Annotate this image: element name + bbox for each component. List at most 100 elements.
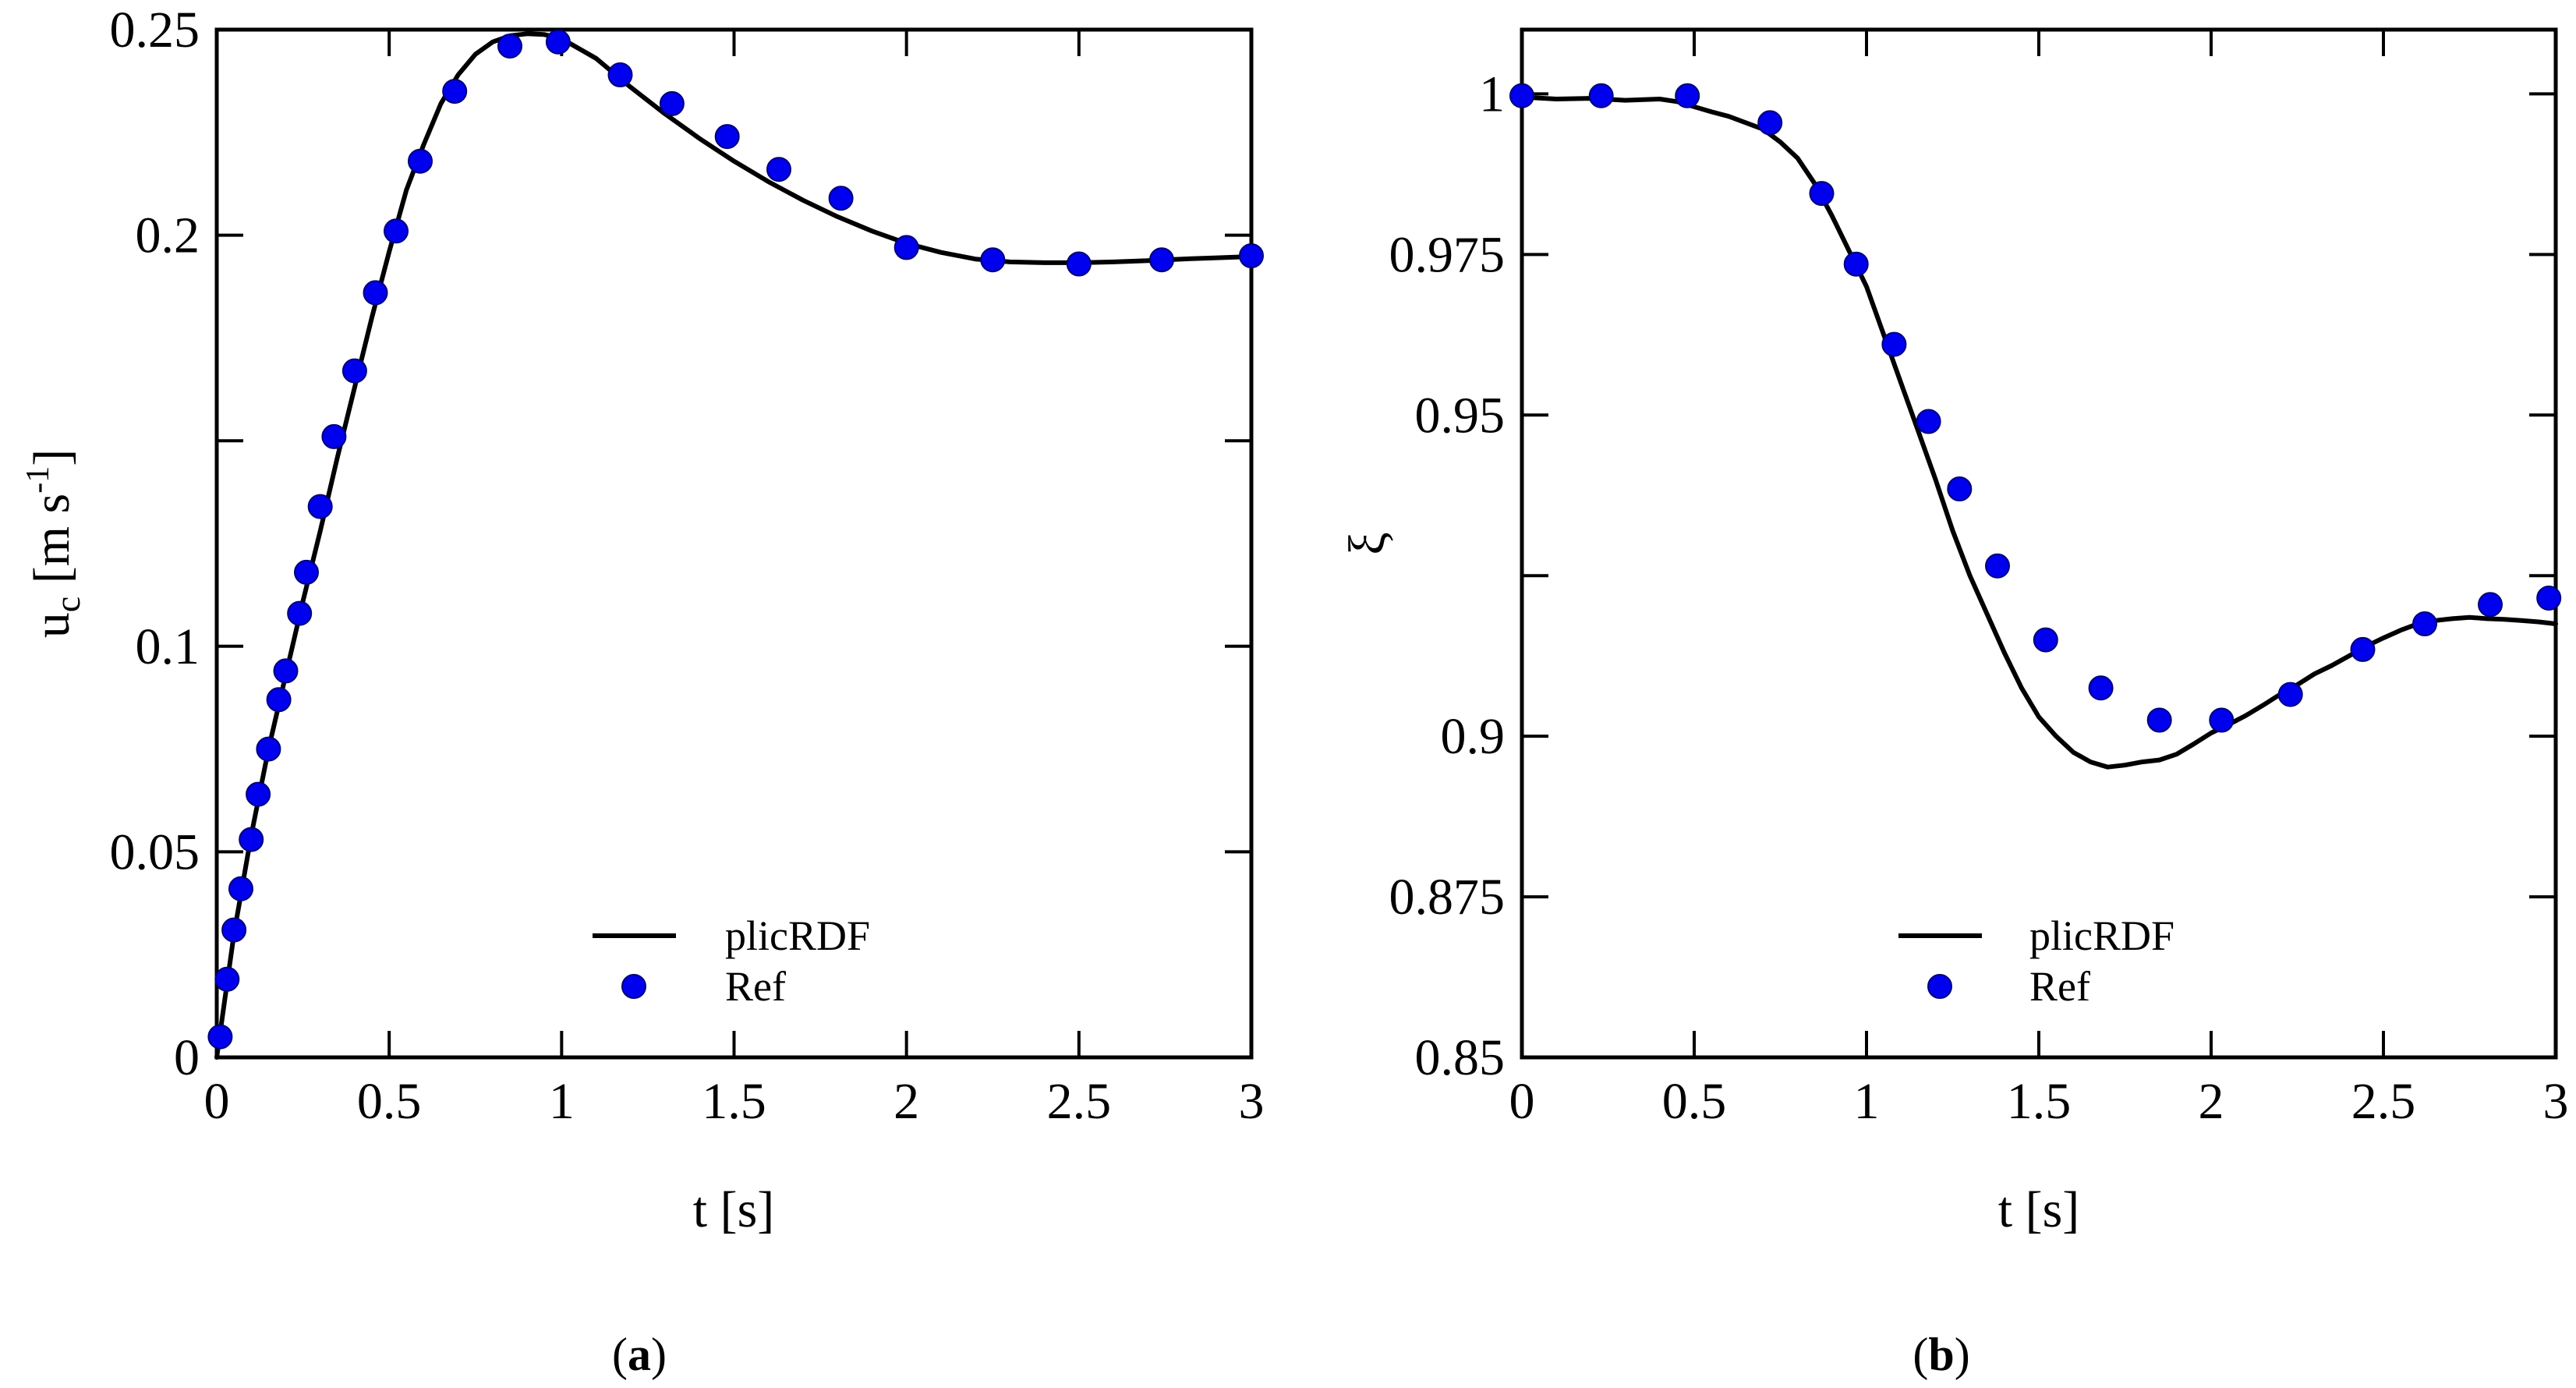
x-tick-label: 3 xyxy=(2543,1073,2569,1130)
data-point-ref xyxy=(2146,707,2172,733)
data-point-ref xyxy=(607,62,633,87)
data-point-ref xyxy=(341,358,367,384)
data-point-ref xyxy=(294,559,319,585)
panel-a-chart: 0 0.5 1 1.5 2 2.5 300.050.10.20.25 uc [m s-1] … xyxy=(20,2,1265,1380)
data-point-ref xyxy=(828,186,854,211)
y-tick-label: 0.875 xyxy=(1389,869,1506,926)
data-point-ref xyxy=(363,280,388,306)
x-tick-label: 2 xyxy=(893,1073,919,1130)
x-tick-label: 2 xyxy=(2199,1073,2224,1130)
x-tick-label: 0 xyxy=(204,1073,230,1130)
data-point-ref xyxy=(1881,331,1907,357)
data-point-ref xyxy=(2088,675,2114,701)
x-axis-label: t [s] xyxy=(1998,1181,2079,1238)
caption-open: ( xyxy=(1913,1329,1928,1380)
data-point-ref xyxy=(1916,409,1941,434)
data-point-ref xyxy=(266,687,292,713)
caption-open: ( xyxy=(612,1329,628,1380)
x-tick-label: 0 xyxy=(1509,1073,1535,1130)
legend-marker-swatch xyxy=(1927,974,1952,999)
data-point-ref xyxy=(2350,636,2376,662)
y-tick-label: 0.1 xyxy=(136,618,200,675)
y-tick-label: 0.85 xyxy=(1415,1029,1506,1086)
x-tick-label: 0.5 xyxy=(357,1073,422,1130)
data-point-ref xyxy=(1675,83,1700,108)
legend-label-ref: Ref xyxy=(2029,963,2090,1010)
data-point-ref xyxy=(545,29,571,55)
x-axis-label: t [s] xyxy=(693,1181,774,1238)
data-point-ref xyxy=(2478,592,2503,618)
legend-label-ref: Ref xyxy=(725,963,786,1010)
data-point-ref xyxy=(893,235,919,260)
data-point-ref xyxy=(246,781,271,807)
panel-caption: (a) xyxy=(612,1329,667,1380)
data-series xyxy=(207,29,1264,1060)
panel-caption: (b) xyxy=(1913,1329,1969,1380)
data-point-ref xyxy=(408,148,433,174)
data-point-ref xyxy=(1588,83,1614,108)
y-tick-label: 0.975 xyxy=(1389,226,1506,283)
plot-frame xyxy=(214,27,1254,1060)
data-point-ref xyxy=(766,157,791,182)
data-point-ref xyxy=(228,876,253,901)
data-point-ref xyxy=(221,917,247,943)
y-tick-label: 0.25 xyxy=(110,2,200,58)
x-tick-label: 1 xyxy=(549,1073,575,1130)
axis-ticks: 0 0.5 1 1.5 2 2.5 3 0.85 0.875 0.9 0.95 0.975 1 xyxy=(1389,30,2569,1130)
x-tick-label: 2.5 xyxy=(1047,1073,1112,1130)
caption-letter: a xyxy=(628,1329,651,1380)
x-tick-label: 1.5 xyxy=(2007,1073,2072,1130)
series-line-plicrdf xyxy=(214,31,1254,1060)
data-point-ref xyxy=(1509,83,1534,108)
data-point-ref xyxy=(442,79,468,104)
data-point-ref xyxy=(2033,627,2058,653)
data-point-ref xyxy=(1947,476,1973,501)
data-point-ref xyxy=(1066,251,1092,277)
data-point-ref xyxy=(1239,243,1264,268)
legend: plicRDF Ref xyxy=(1898,912,2174,1010)
data-point-ref xyxy=(321,423,347,449)
data-point-ref xyxy=(2536,586,2562,611)
data-point-ref xyxy=(239,827,264,852)
legend-marker-swatch xyxy=(621,974,646,999)
data-point-ref xyxy=(980,247,1006,273)
y-axis-label-sup: -1 xyxy=(20,466,56,494)
data-point-ref xyxy=(1843,251,1869,277)
legend-label-plicrdf: plicRDF xyxy=(2029,912,2174,959)
y-axis-label-unit: [m s xyxy=(23,494,80,597)
y-axis-label: uc [m s-1] xyxy=(20,449,87,638)
x-tick-label: 3 xyxy=(1239,1073,1265,1130)
plot-frame xyxy=(1520,27,2558,1060)
y-tick-label: 0.95 xyxy=(1415,387,1506,444)
data-series xyxy=(1509,83,2562,770)
y-axis-label-main: u xyxy=(23,612,80,638)
y-axis-label: ξ xyxy=(1339,532,1396,554)
caption-close: ) xyxy=(651,1329,667,1380)
legend: plicRDF Ref xyxy=(593,912,870,1010)
x-tick-label: 2.5 xyxy=(2351,1073,2416,1130)
y-tick-label: 0 xyxy=(174,1029,200,1086)
legend-label-plicrdf: plicRDF xyxy=(725,912,870,959)
data-point-ref xyxy=(207,1024,233,1050)
data-point-ref xyxy=(2277,682,2303,707)
data-point-ref xyxy=(214,966,240,992)
data-point-ref xyxy=(1149,247,1174,273)
x-tick-label: 1.5 xyxy=(702,1073,766,1130)
y-axis-label-sub: c xyxy=(48,597,87,612)
data-point-ref xyxy=(384,218,409,244)
y-tick-label: 0.9 xyxy=(1441,708,1506,765)
y-tick-label: 1 xyxy=(1479,66,1505,122)
data-point-ref xyxy=(2209,707,2235,733)
data-point-ref xyxy=(1985,553,2010,579)
data-point-ref xyxy=(2412,611,2437,636)
y-tick-label: 0.2 xyxy=(136,207,200,264)
y-axis-label-close: ] xyxy=(23,449,80,466)
caption-letter: b xyxy=(1928,1329,1954,1380)
x-tick-label: 1 xyxy=(1854,1073,1880,1130)
data-point-ref xyxy=(1809,181,1835,207)
data-point-ref xyxy=(714,124,740,150)
x-tick-label: 0.5 xyxy=(1662,1073,1727,1130)
y-tick-label: 0.05 xyxy=(110,823,200,880)
data-point-ref xyxy=(287,600,313,626)
